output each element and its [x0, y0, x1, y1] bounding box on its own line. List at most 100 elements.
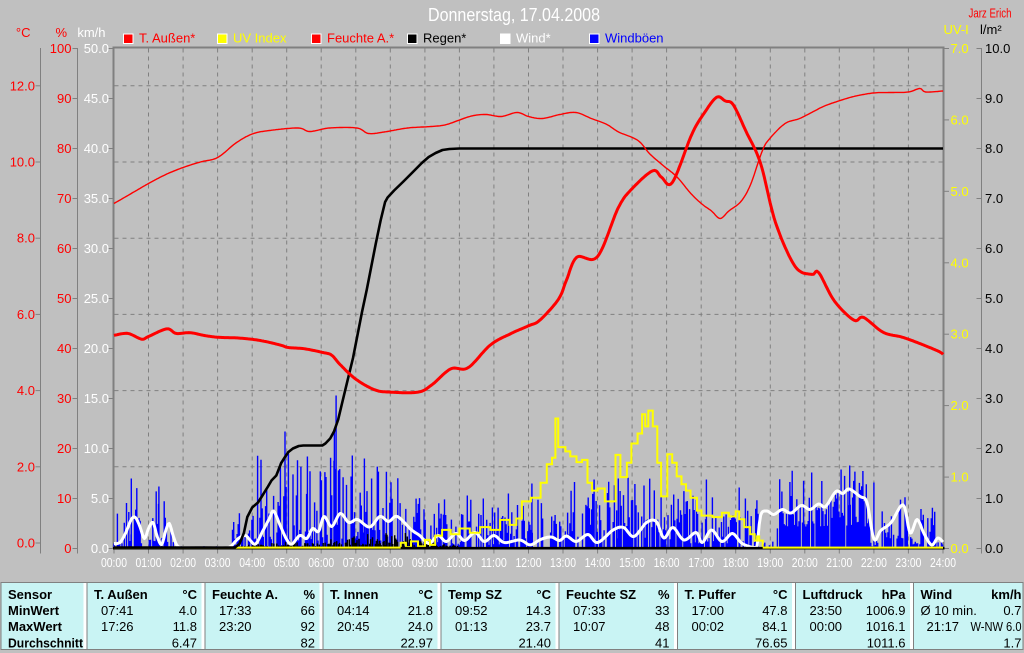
svg-text:19:00: 19:00 — [757, 555, 783, 570]
svg-text:48: 48 — [655, 619, 669, 634]
svg-text:2.0: 2.0 — [17, 459, 35, 474]
svg-text:45.0: 45.0 — [84, 91, 109, 106]
svg-text:Feuchte A.*: Feuchte A.* — [327, 31, 394, 46]
svg-text:04:00: 04:00 — [239, 555, 265, 570]
svg-text:°C: °C — [536, 587, 551, 602]
svg-text:03:00: 03:00 — [205, 555, 231, 570]
svg-text:00:02: 00:02 — [692, 619, 725, 634]
svg-text:90: 90 — [57, 91, 71, 106]
svg-text:25.0: 25.0 — [84, 291, 109, 306]
svg-text:10.0: 10.0 — [10, 155, 35, 170]
svg-text:l/m²: l/m² — [980, 22, 1002, 37]
svg-text:°C: °C — [418, 587, 433, 602]
svg-text:20.0: 20.0 — [84, 341, 109, 356]
svg-text:12:00: 12:00 — [516, 555, 542, 570]
svg-text:23.7: 23.7 — [526, 619, 551, 634]
svg-text:20:45: 20:45 — [337, 619, 370, 634]
svg-text:09:00: 09:00 — [412, 555, 438, 570]
svg-text:17:33: 17:33 — [219, 603, 252, 618]
svg-text:W-NW 6.0: W-NW 6.0 — [971, 619, 1022, 634]
svg-text:07:41: 07:41 — [101, 603, 134, 618]
svg-text:20:00: 20:00 — [792, 555, 818, 570]
svg-text:MinWert: MinWert — [8, 603, 60, 618]
svg-text:0.0: 0.0 — [91, 541, 109, 556]
svg-text:84.1: 84.1 — [762, 619, 787, 634]
svg-text:1016.1: 1016.1 — [866, 619, 906, 634]
svg-text:Regen*: Regen* — [423, 31, 466, 46]
svg-text:10:07: 10:07 — [573, 619, 606, 634]
svg-text:UV Index: UV Index — [233, 31, 287, 46]
svg-text:4.0: 4.0 — [17, 383, 35, 398]
svg-text:41: 41 — [655, 635, 669, 650]
svg-text:5.0: 5.0 — [951, 184, 969, 199]
svg-text:12.0: 12.0 — [10, 78, 35, 93]
svg-text:0.0: 0.0 — [951, 541, 969, 556]
svg-text:Wind: Wind — [921, 587, 953, 602]
svg-text:Ø 10 min.: Ø 10 min. — [921, 603, 977, 618]
svg-text:5.0: 5.0 — [91, 491, 109, 506]
svg-text:07:33: 07:33 — [573, 603, 606, 618]
svg-text:15:00: 15:00 — [619, 555, 645, 570]
svg-text:11:00: 11:00 — [481, 555, 507, 570]
svg-text:3.0: 3.0 — [951, 327, 969, 342]
svg-text:Feuchte SZ: Feuchte SZ — [566, 587, 636, 602]
svg-text:Temp SZ: Temp SZ — [448, 587, 502, 602]
svg-text:0: 0 — [64, 541, 71, 556]
svg-text:33: 33 — [655, 603, 669, 618]
svg-text:Jarz Erich: Jarz Erich — [969, 6, 1012, 21]
svg-text:21:00: 21:00 — [826, 555, 852, 570]
svg-text:50: 50 — [57, 291, 71, 306]
svg-text:0.0: 0.0 — [17, 536, 35, 551]
svg-text:80: 80 — [57, 141, 71, 156]
svg-text:17:00: 17:00 — [692, 603, 725, 618]
svg-text:8.0: 8.0 — [17, 231, 35, 246]
svg-text:76.65: 76.65 — [755, 635, 788, 650]
svg-text:21.40: 21.40 — [518, 635, 551, 650]
svg-text:17:26: 17:26 — [101, 619, 134, 634]
svg-text:22.97: 22.97 — [400, 635, 433, 650]
svg-text:35.0: 35.0 — [84, 191, 109, 206]
svg-text:11.8: 11.8 — [173, 619, 197, 634]
svg-text:0.0: 0.0 — [985, 541, 1003, 556]
svg-text:14:00: 14:00 — [585, 555, 611, 570]
svg-text:hPa: hPa — [882, 587, 907, 602]
svg-text:3.0: 3.0 — [985, 391, 1003, 406]
svg-text:T. Innen: T. Innen — [330, 587, 378, 602]
svg-text:00:00: 00:00 — [101, 555, 127, 570]
svg-text:18:00: 18:00 — [723, 555, 749, 570]
svg-text:04:14: 04:14 — [337, 603, 370, 618]
svg-text:20: 20 — [57, 441, 71, 456]
svg-text:Luftdruck: Luftdruck — [803, 587, 864, 602]
svg-text:15.0: 15.0 — [84, 391, 109, 406]
svg-text:02:00: 02:00 — [170, 555, 196, 570]
svg-text:°C: °C — [773, 587, 788, 602]
svg-text:6.0: 6.0 — [951, 112, 969, 127]
svg-text:23:20: 23:20 — [219, 619, 252, 634]
svg-text:6.0: 6.0 — [17, 307, 35, 322]
svg-text:T. Puffer: T. Puffer — [685, 587, 736, 602]
svg-text:23:00: 23:00 — [895, 555, 921, 570]
svg-text:50.0: 50.0 — [84, 41, 109, 56]
svg-text:00:00: 00:00 — [810, 619, 843, 634]
svg-text:Sensor: Sensor — [8, 587, 52, 602]
svg-text:10.0: 10.0 — [985, 41, 1010, 56]
svg-text:km/h: km/h — [991, 587, 1021, 602]
svg-text:10: 10 — [57, 491, 71, 506]
svg-text:16:00: 16:00 — [654, 555, 680, 570]
svg-text:9.0: 9.0 — [985, 91, 1003, 106]
svg-text:22:00: 22:00 — [861, 555, 887, 570]
svg-text:T. Außen: T. Außen — [94, 587, 148, 602]
svg-text:Feuchte A.: Feuchte A. — [212, 587, 278, 602]
svg-text:24:00: 24:00 — [930, 555, 956, 570]
svg-text:24.0: 24.0 — [408, 619, 433, 634]
svg-text:30.0: 30.0 — [84, 241, 109, 256]
svg-text:100: 100 — [50, 41, 72, 56]
svg-text:0.7: 0.7 — [1003, 603, 1021, 618]
svg-text:%: % — [658, 587, 670, 602]
svg-text:1.0: 1.0 — [985, 491, 1003, 506]
svg-text:10.0: 10.0 — [84, 441, 109, 456]
svg-text:66: 66 — [301, 603, 315, 618]
svg-text:2.0: 2.0 — [951, 398, 969, 413]
svg-text:km/h: km/h — [77, 25, 105, 40]
svg-text:Durchschnitt: Durchschnitt — [8, 635, 84, 650]
